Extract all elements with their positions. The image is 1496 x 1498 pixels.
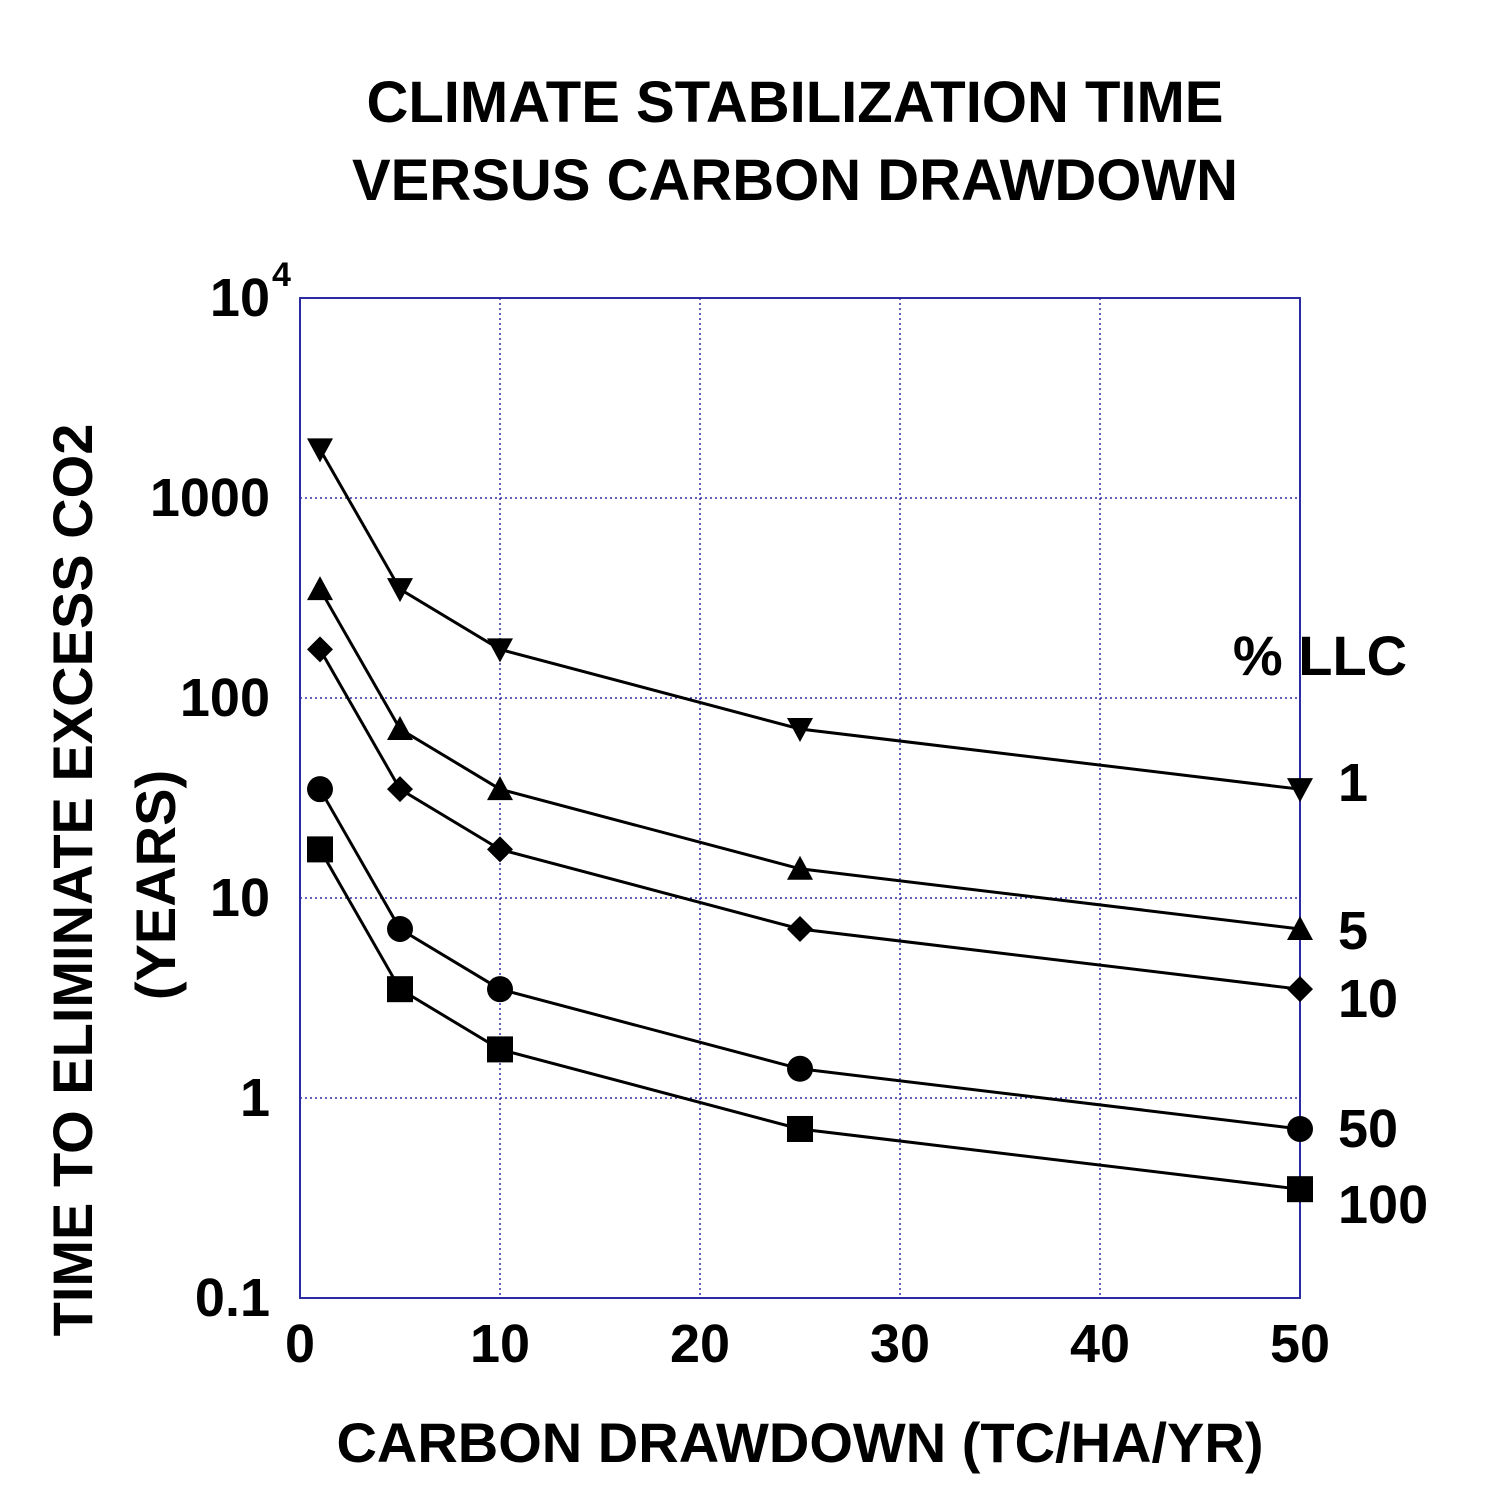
marker-diamond (787, 915, 813, 942)
y-axis-label-units: (YEARS) (124, 770, 187, 1000)
series-label: 50 (1338, 1099, 1398, 1159)
marker-triangle-up (387, 715, 413, 740)
y-tick-label: 1000 (150, 468, 270, 528)
series-line (318, 648, 1301, 991)
marker-circle (487, 976, 513, 1003)
marker-diamond (487, 836, 513, 863)
y-tick-exponent: 4 (272, 256, 291, 294)
marker-circle (1287, 1115, 1313, 1142)
marker-triangle-down (307, 438, 333, 463)
marker-triangle-up (487, 776, 513, 801)
marker-triangle-up (1287, 915, 1313, 940)
marker-square (307, 836, 333, 863)
y-tick-label: 10 (210, 868, 270, 928)
series-label: 5 (1338, 901, 1368, 961)
marker-square (487, 1036, 513, 1063)
marker-square (1287, 1176, 1313, 1203)
marker-triangle-down (787, 717, 813, 742)
marker-square (787, 1115, 813, 1142)
series-5: 5 (307, 576, 1368, 961)
x-axis-label: CARBON DRAWDOWN (TC/HA/YR) (336, 1411, 1263, 1474)
chart-title-line-2: VERSUS CARBON DRAWDOWN (352, 148, 1238, 213)
x-tick-label: 0 (285, 1314, 315, 1374)
marker-triangle-down (387, 578, 413, 603)
marker-diamond (1287, 976, 1313, 1003)
series-group: 1 5 10 50 100 (307, 438, 1428, 1235)
marker-diamond (307, 636, 333, 663)
x-tick-label: 20 (670, 1314, 730, 1374)
marker-triangle-up (787, 855, 813, 880)
marker-circle (787, 1055, 813, 1082)
x-tick-label: 50 (1270, 1314, 1330, 1374)
marker-triangle-down (1287, 778, 1313, 803)
series-50: 50 (307, 776, 1398, 1159)
y-axis-label: TIME TO ELIMINATE EXCESS CO2 (41, 424, 104, 1337)
series-1: 1 (307, 438, 1368, 813)
chart-title-line-1: CLIMATE STABILIZATION TIME (366, 70, 1223, 135)
series-label: 1 (1338, 753, 1368, 813)
y-tick-label: 1 (240, 1068, 270, 1128)
series-10: 10 (307, 636, 1398, 1029)
marker-circle (387, 915, 413, 942)
grid (299, 297, 1301, 1299)
marker-circle (307, 776, 333, 803)
x-tick-label: 10 (470, 1314, 530, 1374)
series-label: 10 (1338, 969, 1398, 1029)
plot-frame (299, 297, 1301, 1299)
series-line (318, 788, 1301, 1131)
marker-triangle-up (307, 576, 333, 601)
marker-square (387, 976, 413, 1003)
y-tick-label: 10 (210, 268, 270, 328)
marker-diamond (387, 776, 413, 803)
y-tick-label: 100 (180, 668, 270, 728)
x-tick-label: 40 (1070, 1314, 1130, 1374)
y-tick-label: 0.1 (195, 1268, 270, 1328)
series-line (318, 448, 1301, 791)
legend-title: % LLC (1233, 624, 1407, 687)
marker-triangle-down (487, 638, 513, 663)
series-100: 100 (307, 836, 1428, 1235)
series-label: 100 (1338, 1175, 1428, 1235)
x-tick-label: 30 (870, 1314, 930, 1374)
